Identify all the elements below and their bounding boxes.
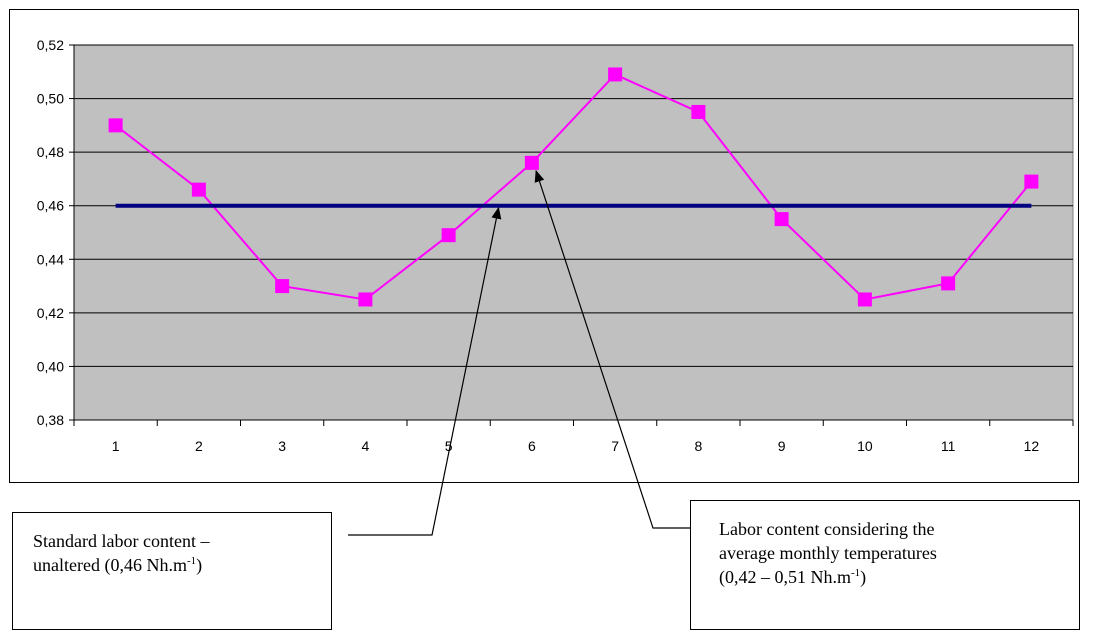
x-tick-label: 2 xyxy=(195,438,203,454)
plot-area xyxy=(73,44,1074,421)
y-tick-label: 0,50 xyxy=(37,91,64,107)
axes: 0,380,400,420,440,460,480,500,521 2 3 4 5 6 7 8… xyxy=(37,37,1074,454)
callout-temp-superscript: -1 xyxy=(851,567,861,579)
callout-temp-suffix: ) xyxy=(860,567,867,587)
y-tick-label: 0,46 xyxy=(37,198,64,214)
y-tick-label: 0,48 xyxy=(37,144,64,160)
data-point xyxy=(275,279,290,294)
x-tick-label: 3 xyxy=(278,438,286,454)
data-point xyxy=(524,155,539,170)
data-point xyxy=(108,118,123,133)
x-tick-label: 9 xyxy=(778,438,786,454)
callout-standard-suffix: ) xyxy=(196,555,203,575)
data-point xyxy=(941,276,956,291)
callout-temp-line-1: Labor content considering the xyxy=(719,519,935,539)
data-point xyxy=(191,182,206,197)
data-point xyxy=(608,67,623,82)
y-tick-label: 0,42 xyxy=(37,305,64,321)
x-tick-label: 8 xyxy=(694,438,702,454)
callout-standard-superscript: -1 xyxy=(186,555,197,567)
x-tick-label: 1 xyxy=(112,438,120,454)
callout-temp-line-2: average monthly temperatures xyxy=(719,543,937,563)
x-tick-label: 11 xyxy=(941,438,956,454)
annotation-arrows xyxy=(348,169,697,536)
callout-standard-line-1: Standard labor content – xyxy=(33,531,210,551)
callout-standard-labor: Standard labor content – unaltered (0,46… xyxy=(12,512,332,630)
x-tick-label: 7 xyxy=(611,438,619,454)
callout-temperature-labor: Labor content considering the average mo… xyxy=(690,500,1080,630)
x-tick-label: 10 xyxy=(857,438,873,454)
y-tick-label: 0,52 xyxy=(37,37,64,53)
callout-standard-line-2: unaltered (0,46 Nh.m xyxy=(33,555,187,575)
data-point xyxy=(441,228,456,243)
arrow-temperature-labor xyxy=(534,169,697,529)
series xyxy=(108,67,1039,307)
data-point xyxy=(691,104,706,119)
series-line-1 xyxy=(115,73,1033,301)
data-point xyxy=(1024,174,1039,189)
x-tick-label: 4 xyxy=(361,438,369,454)
y-tick-label: 0,40 xyxy=(37,358,64,374)
arrow-standard-labor xyxy=(348,206,502,536)
x-tick-label: 6 xyxy=(528,438,536,454)
data-point xyxy=(857,292,872,307)
x-tick-label: 5 xyxy=(445,438,453,454)
data-point xyxy=(774,212,789,227)
data-point xyxy=(358,292,373,307)
y-tick-label: 0,38 xyxy=(37,412,64,428)
callout-temp-line-3: (0,42 – 0,51 Nh.m xyxy=(719,567,851,587)
y-tick-label: 0,44 xyxy=(37,251,64,267)
x-tick-label: 12 xyxy=(1024,438,1040,454)
